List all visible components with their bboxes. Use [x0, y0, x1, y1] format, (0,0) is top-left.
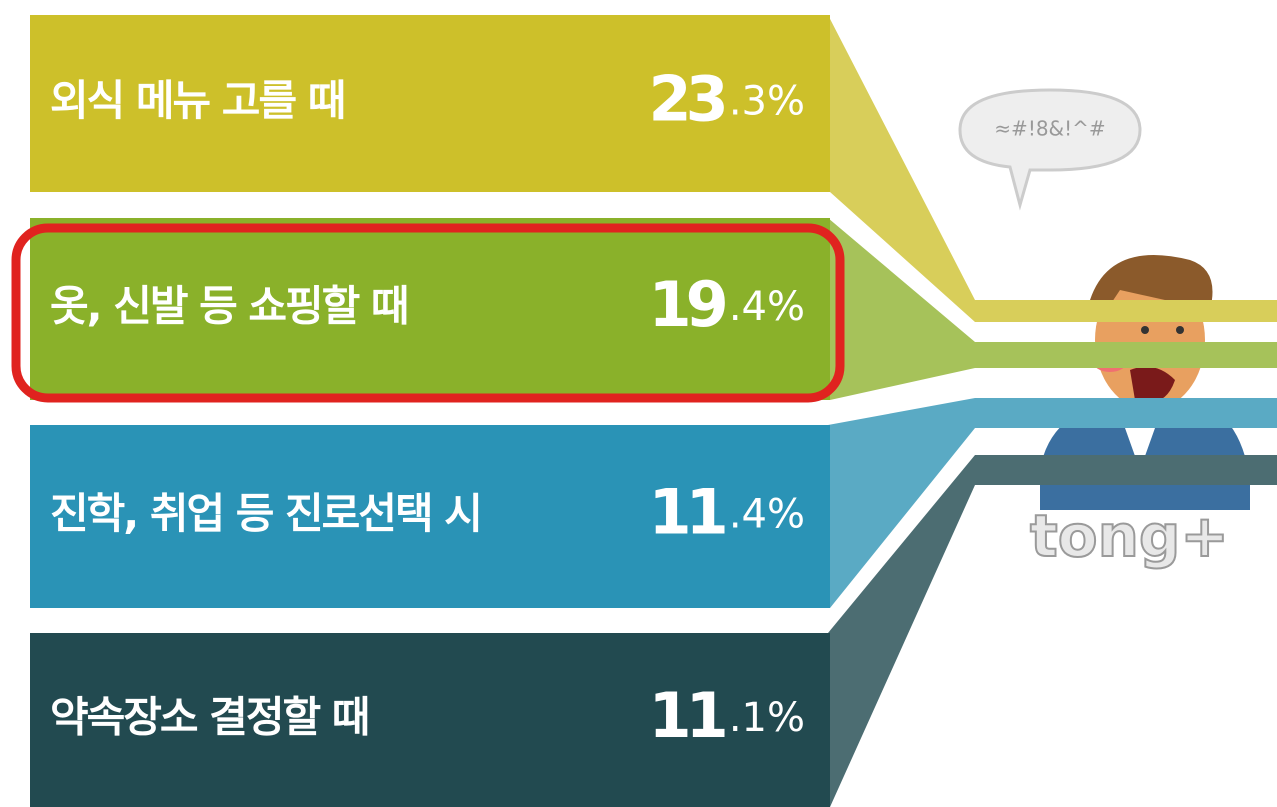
watermark: tong+: [1030, 502, 1229, 570]
highlight: [11, 223, 845, 403]
band-tail: [828, 398, 1277, 608]
item-label: 옷, 신발 등 쇼핑할 때: [50, 282, 408, 331]
band: [30, 15, 830, 192]
item-label: 약속장소 결정할 때: [50, 693, 368, 742]
band-tail: [828, 15, 1277, 322]
band: [30, 425, 830, 608]
svg-text:≈#!8&!^#: ≈#!8&!^#: [994, 117, 1105, 141]
item-value: 19.4%: [649, 268, 805, 341]
item-value: 23.3%: [649, 63, 805, 136]
item-value: 11.4%: [649, 476, 805, 549]
band-tail: [828, 455, 1277, 807]
item-label: 외식 메뉴 고를 때: [50, 76, 344, 125]
item-label: 진학, 취업 등 진로선택 시: [50, 489, 481, 538]
band-tail: [828, 218, 1277, 400]
band: [30, 633, 830, 807]
band: [30, 218, 830, 400]
item-value: 11.1%: [649, 679, 805, 752]
